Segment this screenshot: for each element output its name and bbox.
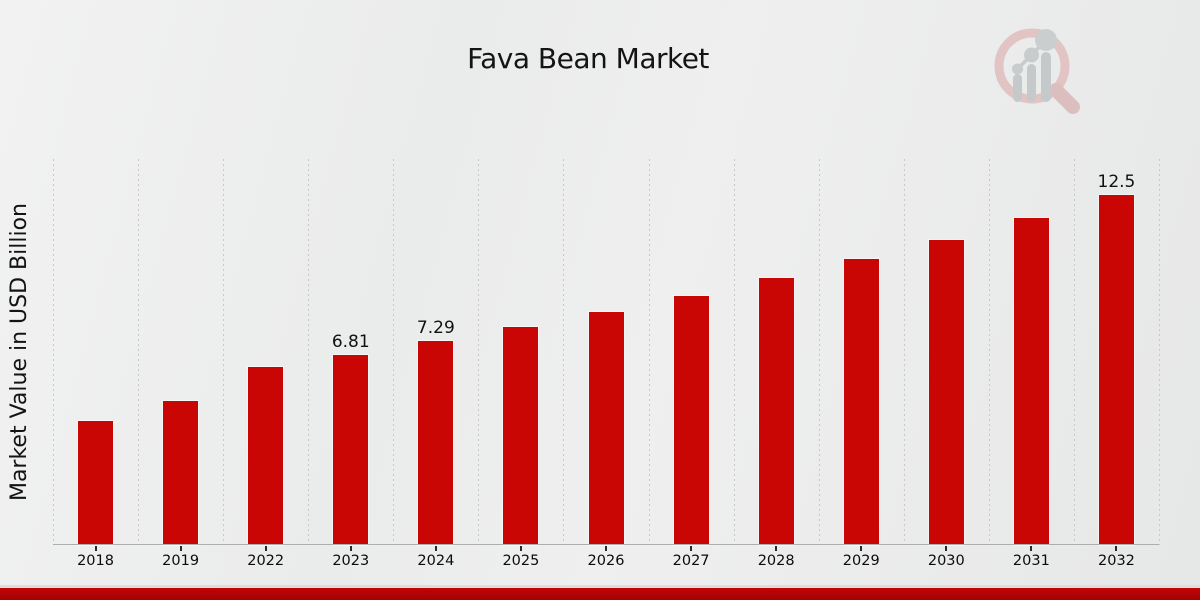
x-axis-tick — [519, 546, 522, 551]
gridline — [1159, 159, 1160, 545]
gridline — [138, 159, 140, 545]
y-axis-label-wrap: Market Value in USD Billion — [4, 159, 34, 545]
bar-2032 — [1098, 195, 1134, 545]
bar-2027 — [673, 295, 709, 545]
magnifier-chart-logo-icon — [994, 28, 1080, 114]
gridline — [223, 159, 225, 545]
x-axis-label-2018: 2018 — [77, 553, 114, 569]
bar-2031 — [1013, 218, 1049, 545]
bar-2024 — [418, 341, 454, 545]
gridline — [818, 159, 820, 545]
x-axis-label-2025: 2025 — [502, 553, 540, 569]
x-axis-label-2031: 2031 — [1012, 553, 1050, 569]
bar-value-label-2032: 12.5 — [1097, 172, 1136, 193]
gridline — [733, 159, 735, 545]
bar-2029 — [843, 259, 879, 545]
x-axis-tick — [94, 546, 97, 551]
x-axis-tick — [179, 546, 182, 551]
gridline — [648, 159, 650, 545]
x-axis-label-2030: 2030 — [927, 553, 965, 569]
x-axis-label-2029: 2029 — [842, 553, 880, 569]
x-axis-label-2026: 2026 — [587, 553, 625, 569]
gridline — [308, 159, 310, 545]
bar-2026 — [588, 311, 624, 545]
x-axis-label-2028: 2028 — [757, 553, 795, 569]
x-axis-tick — [860, 546, 863, 551]
bar-2019 — [163, 400, 199, 545]
gridline — [988, 159, 990, 545]
x-axis-tick — [945, 546, 948, 551]
x-axis-tick — [434, 546, 437, 551]
x-axis-label-2023: 2023 — [332, 553, 370, 569]
gridline — [1073, 159, 1075, 545]
x-axis-tick — [264, 546, 267, 551]
x-axis-tick — [605, 546, 607, 551]
bar-2022 — [248, 366, 284, 545]
x-axis-label-2027: 2027 — [672, 553, 710, 569]
x-axis-labels: 2018 2019 2022 2023 2024 2025 2026 2027 2028 2029… — [53, 553, 1159, 573]
bar-2025 — [503, 326, 539, 545]
gridline — [478, 159, 480, 545]
bar-2023 — [333, 354, 369, 545]
plot-area: 6.81 7.29 12.5 — [53, 159, 1160, 545]
gridline — [53, 159, 54, 545]
x-axis-tick — [690, 546, 693, 551]
x-axis-line — [53, 544, 1159, 545]
x-axis-tick — [1030, 546, 1033, 551]
chart-title: Fava Bean Market — [467, 42, 709, 75]
gridline — [393, 159, 395, 545]
x-axis-tick — [349, 546, 352, 551]
y-axis-label: Market Value in USD Billion — [6, 202, 32, 502]
x-axis-label-2019: 2019 — [162, 553, 200, 569]
bar-2030 — [928, 239, 964, 545]
x-axis-tick — [775, 546, 778, 551]
footer-accent-band — [0, 585, 1200, 600]
gridline — [903, 159, 905, 545]
x-axis-label-2024: 2024 — [417, 553, 455, 569]
x-axis-ticks — [53, 546, 1159, 552]
bar-value-label-2024: 7.29 — [416, 318, 455, 339]
x-axis-tick — [1115, 546, 1118, 551]
bar-value-label-2023: 6.81 — [331, 331, 370, 352]
x-axis-label-2022: 2022 — [247, 553, 285, 569]
gridline — [563, 159, 565, 545]
x-axis-label-2032: 2032 — [1098, 553, 1135, 569]
bar-2028 — [758, 278, 794, 545]
bar-2018 — [78, 421, 114, 545]
